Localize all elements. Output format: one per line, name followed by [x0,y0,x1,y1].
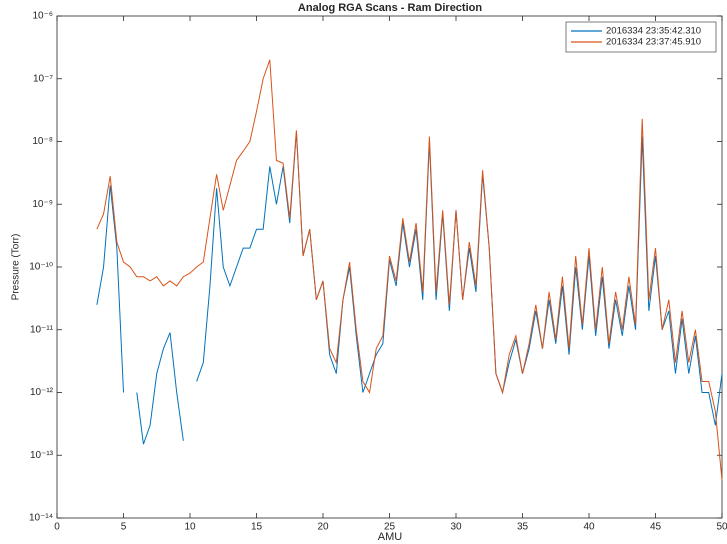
y-tick-label: 10⁻¹³ [30,450,54,461]
y-tick-label: 10⁻¹¹ [30,324,54,335]
x-tick-label: 20 [317,522,329,533]
x-tick-label: 25 [384,522,396,533]
x-tick-label: 45 [650,522,662,533]
chart-title: Analog RGA Scans - Ram Direction [298,2,482,14]
series-line [96,59,723,481]
legend-box [565,21,717,53]
plot-area [56,15,723,519]
x-tick-label: 0 [54,522,60,533]
y-tick-label: 10⁻⁹ [32,199,53,210]
y-tick-label: 10⁻¹⁰ [29,262,53,273]
x-tick-label: 5 [121,522,127,533]
y-tick-label: 10⁻¹⁴ [29,513,53,524]
y-tick-label: 10⁻⁶ [32,11,53,22]
x-tick-label: 50 [716,522,727,533]
y-tick-label: 10⁻⁷ [33,73,53,84]
y-tick-label: 10⁻¹² [30,387,54,398]
x-axis-label: AMU [378,531,403,543]
x-tick-label: 15 [251,522,263,533]
y-tick-label: 10⁻⁸ [32,136,53,147]
x-tick-label: 30 [450,522,462,533]
y-axis-label: Pressure (Torr) [11,234,22,301]
x-tick-label: 10 [184,522,196,533]
legend-label: 2016334 23:37:45.910 [606,37,701,48]
x-tick-label: 35 [517,522,529,533]
x-tick-label: 40 [583,522,595,533]
legend-label: 2016334 23:35:42.310 [606,26,701,37]
